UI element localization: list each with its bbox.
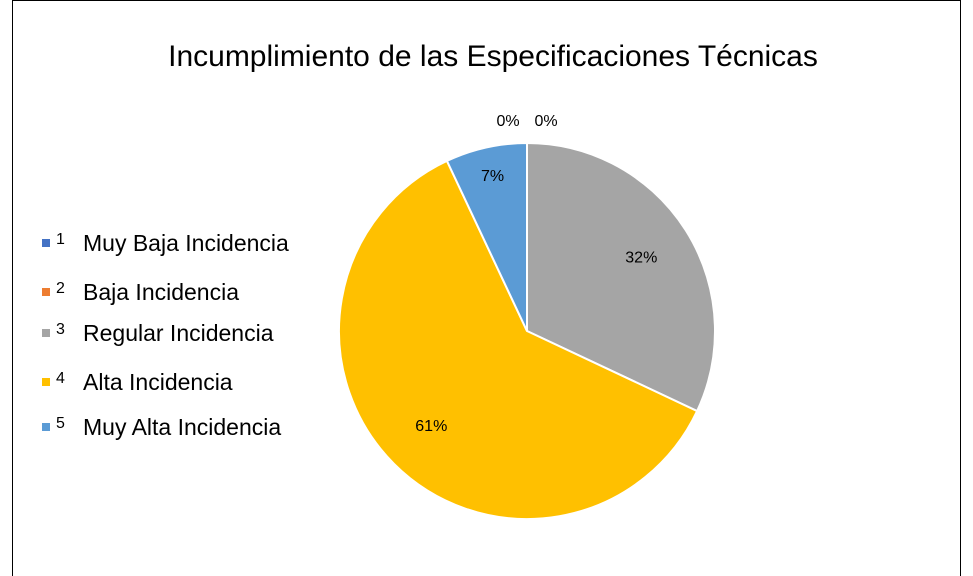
legend-swatch [42,423,50,431]
data-label: 61% [415,418,447,435]
legend-swatch [42,378,50,386]
data-label: 7% [481,168,504,185]
data-label: 32% [625,250,657,267]
legend-number: 3 [56,321,65,338]
data-label: 0% [534,113,557,130]
legend-label: Muy Baja Incidencia [83,230,289,256]
legend-label: Alta Incidencia [83,369,233,395]
legend-number: 5 [56,415,65,432]
legend-number: 2 [56,280,65,297]
legend-number: 4 [56,370,65,387]
pie-slice [526,141,716,413]
legend-swatch [42,288,50,296]
pie-slice [445,141,528,332]
legend-label: Muy Alta Incidencia [83,414,281,440]
legend-label: Regular Incidencia [83,320,274,346]
chart-title: Incumplimiento de las Especificaciones T… [168,40,818,73]
legend-number: 1 [56,231,65,248]
pie-slice [338,159,699,520]
data-label: 0% [496,113,519,130]
legend-swatch [42,329,50,337]
legend-swatch [42,239,50,247]
legend-label: Baja Incidencia [83,279,239,305]
